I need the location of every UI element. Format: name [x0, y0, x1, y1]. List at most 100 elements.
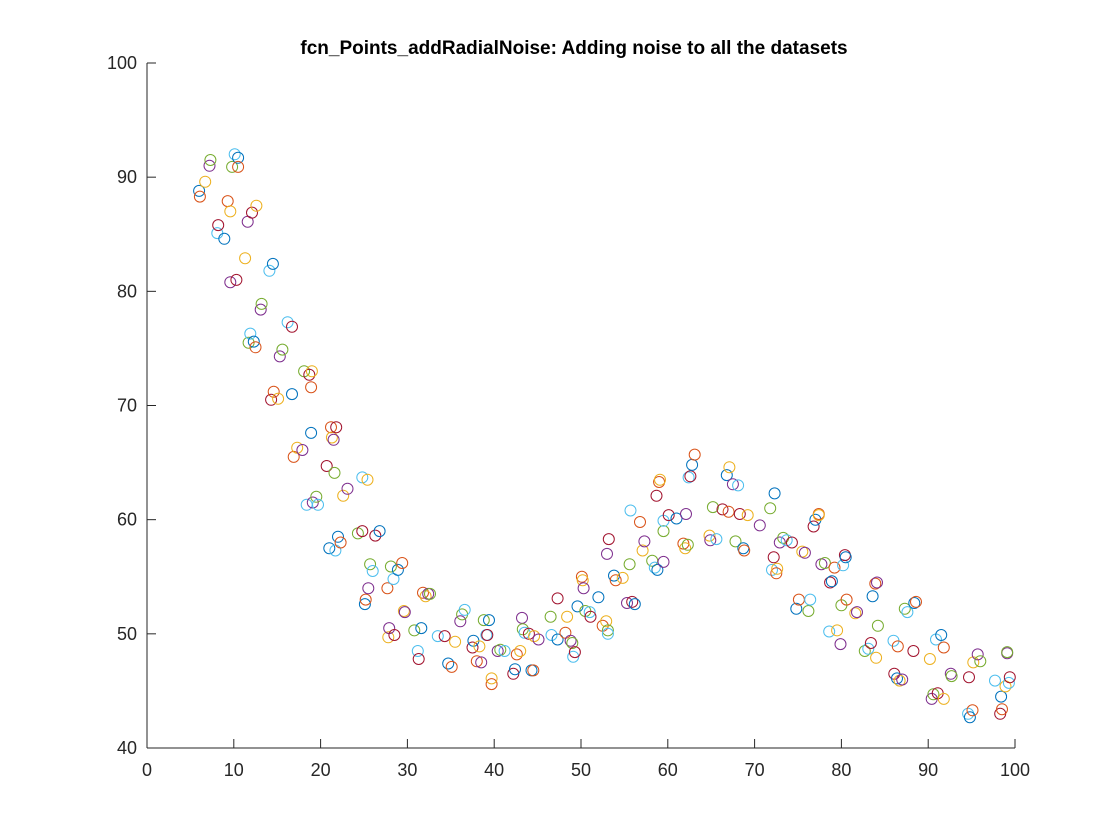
y-tick-label: 70	[117, 396, 137, 416]
data-point	[255, 297, 268, 310]
data-point	[741, 509, 754, 522]
data-point	[247, 335, 260, 348]
data-point	[305, 365, 318, 378]
data-point	[276, 343, 289, 356]
data-point	[732, 479, 745, 492]
data-point	[351, 527, 364, 540]
data-point	[226, 160, 239, 173]
data-point	[710, 533, 723, 546]
data-point	[651, 563, 664, 576]
data-point	[305, 426, 318, 439]
data-point	[733, 508, 746, 520]
data-point	[576, 574, 589, 587]
chart-title: fcn_Points_addRadialNoise: Adding noise …	[300, 38, 847, 59]
data-point	[602, 533, 615, 546]
data-point	[232, 151, 245, 164]
data-point	[910, 595, 922, 608]
data-point	[738, 544, 751, 557]
data-point	[527, 664, 540, 677]
data-point	[927, 688, 940, 701]
data-point	[356, 471, 369, 484]
data-point	[509, 663, 521, 676]
x-tick-label: 100	[1000, 760, 1030, 780]
data-point	[221, 195, 234, 208]
data-point	[417, 586, 429, 599]
data-point	[601, 627, 614, 640]
data-point	[334, 536, 347, 549]
data-point	[266, 257, 279, 270]
data-point	[682, 471, 695, 484]
data-point	[601, 624, 614, 637]
data-point	[397, 605, 410, 617]
data-point	[851, 606, 863, 619]
data-point	[945, 670, 958, 683]
data-point	[1003, 671, 1016, 684]
data-point	[411, 645, 424, 657]
data-point	[212, 219, 225, 232]
data-point	[361, 473, 374, 486]
data-point	[802, 605, 815, 617]
data-point	[310, 490, 323, 503]
data-point	[866, 590, 879, 603]
data-point	[356, 525, 369, 538]
data-point	[704, 534, 717, 547]
data-point	[442, 657, 455, 670]
data-point	[337, 489, 350, 502]
data-point	[329, 544, 342, 557]
data-point	[716, 503, 729, 516]
data-point	[494, 643, 507, 656]
data-point	[628, 598, 641, 611]
data-point	[891, 640, 904, 653]
data-point	[785, 536, 798, 549]
data-point	[858, 645, 871, 657]
data-point	[485, 672, 498, 685]
data-point	[204, 154, 217, 166]
data-point	[1001, 646, 1014, 659]
data-point	[467, 634, 480, 647]
data-point	[720, 469, 733, 482]
data-point	[516, 611, 528, 624]
data-point	[723, 461, 736, 474]
x-tick-label: 10	[224, 760, 244, 780]
data-point	[384, 560, 397, 573]
data-point	[626, 595, 639, 608]
data-point	[265, 393, 278, 406]
data-point	[901, 606, 914, 619]
data-point	[966, 704, 979, 717]
data-point	[286, 388, 298, 401]
data-point	[624, 504, 637, 517]
data-point	[419, 590, 432, 603]
data-point	[327, 433, 340, 446]
data-point	[242, 336, 255, 349]
data-point	[764, 502, 777, 515]
x-tick-label: 0	[142, 760, 152, 780]
data-point	[408, 624, 421, 637]
data-point	[989, 674, 1001, 687]
data-point	[325, 431, 338, 444]
data-point	[224, 276, 237, 289]
data-point	[871, 619, 884, 632]
data-point	[281, 316, 294, 329]
data-point	[577, 582, 590, 595]
data-point	[438, 630, 451, 643]
data-point	[431, 630, 444, 643]
data-point	[654, 473, 666, 486]
y-tick-label: 90	[117, 167, 137, 187]
data-point	[657, 555, 670, 568]
data-point	[706, 501, 719, 514]
data-point	[798, 546, 811, 559]
data-point	[224, 205, 237, 218]
data-point	[681, 538, 694, 551]
data-point	[412, 653, 425, 665]
data-point	[680, 508, 692, 520]
data-point	[545, 629, 558, 641]
data-point	[300, 498, 313, 511]
x-tick-label: 30	[397, 760, 417, 780]
data-point	[320, 460, 333, 472]
data-point	[974, 655, 987, 668]
data-point	[263, 264, 276, 277]
data-point	[341, 482, 354, 495]
data-point	[670, 512, 683, 525]
data-point	[391, 563, 404, 576]
data-point	[239, 252, 252, 265]
